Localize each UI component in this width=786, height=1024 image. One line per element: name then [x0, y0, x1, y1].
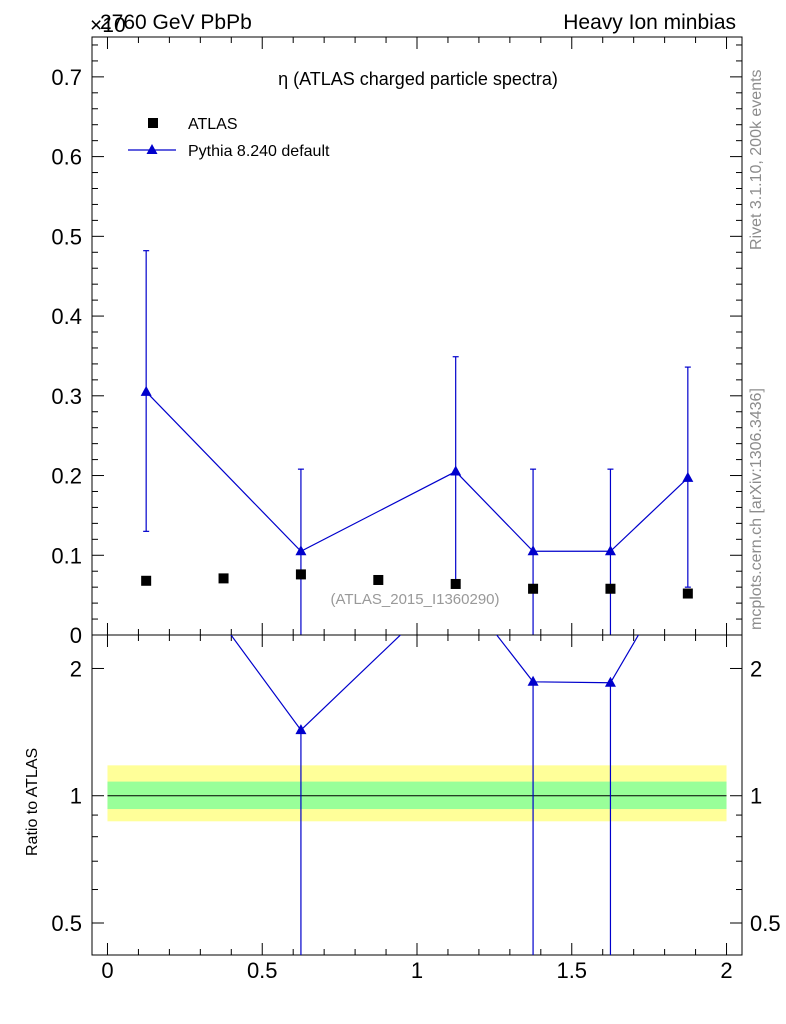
atlas-point	[528, 583, 539, 594]
ratio-y-axis-label: Ratio to ATLAS	[24, 748, 41, 856]
legend-atlas-marker	[148, 118, 158, 128]
pythia-point	[295, 545, 307, 556]
ratio-uncertainty-band	[107, 765, 727, 822]
atlas-point	[141, 575, 152, 586]
main-y-ticks: 0 0.1 0.2 0.3 0.4 0.5 0.6 0.7	[51, 44, 742, 648]
ratio-y-tick-label: 1	[70, 784, 82, 809]
y-tick-label: 0.5	[51, 224, 82, 249]
pythia-point	[450, 465, 462, 476]
ratio-y-tick-label: 2	[70, 656, 82, 681]
analysis-label: (ATLAS_2015_I1360290)	[330, 591, 499, 608]
main-data-layer	[140, 250, 694, 635]
ratio-line	[230, 635, 640, 731]
ratio-y-tick-label-right: 2	[750, 656, 762, 681]
pythia-point	[527, 545, 539, 556]
x-tick-label: 1.5	[556, 958, 587, 983]
ratio-y-tick-label-right: 1	[750, 784, 762, 809]
ratio-x-ticks: 0 0.5 1 1.5 2	[101, 635, 733, 983]
atlas-point	[373, 574, 384, 585]
ratio-point	[604, 676, 616, 687]
pythia-line	[145, 391, 689, 553]
main-x-ticks	[106, 37, 728, 635]
ratio-data-layer	[230, 635, 640, 955]
y-tick-label: 0.4	[51, 304, 82, 329]
rivet-label: Rivet 3.1.10, 200k events	[748, 69, 765, 250]
ratio-point	[527, 675, 539, 686]
y-tick-label: 0.3	[51, 384, 82, 409]
pythia-point	[140, 385, 152, 396]
plot-title: η (ATLAS charged particle spectra)	[278, 69, 558, 89]
y-tick-label: 0	[70, 623, 82, 648]
legend-pythia-label: Pythia 8.240 default	[188, 143, 330, 160]
ratio-series	[230, 635, 640, 955]
atlas-point	[450, 578, 461, 589]
y-tick-label: 0.1	[51, 543, 82, 568]
y-tick-label: 0.2	[51, 464, 82, 489]
atlas-point	[218, 573, 229, 584]
main-panel: 0 0.1 0.2 0.3 0.4 0.5 0.6 0.7 η (ATLAS charged …	[51, 36, 743, 648]
mcplots-label: mcplots.cern.ch [arXiv:1306.3436]	[748, 388, 765, 630]
ratio-y-tick-label-right: 0.5	[750, 911, 781, 936]
ratio-panel: 0.5 0.5 1 1 2 2 0 0.5 1 1.5 2 Ratio to ATLAS	[24, 634, 781, 983]
y-tick-label: 0.7	[51, 65, 82, 90]
ratio-point	[295, 724, 307, 735]
legend-pythia-marker	[146, 144, 158, 154]
x-tick-label: 0.5	[247, 958, 278, 983]
x-tick-label: 0	[101, 958, 113, 983]
ratio-y-ticks: 0.5 0.5 1 1 2 2	[51, 656, 780, 936]
axis-exponent: ×10	[90, 14, 126, 37]
y-tick-label: 0.6	[51, 145, 82, 170]
legend-atlas-label: ATLAS	[188, 116, 238, 133]
atlas-point	[605, 583, 616, 594]
legend: ATLAS Pythia 8.240 default	[128, 116, 330, 160]
pythia-point	[604, 545, 616, 556]
atlas-point	[682, 588, 693, 599]
x-tick-label: 2	[720, 958, 732, 983]
header-right: Heavy Ion minbias	[563, 11, 736, 34]
x-tick-label: 1	[411, 958, 423, 983]
ratio-y-tick-label: 0.5	[51, 911, 82, 936]
atlas-point	[295, 569, 306, 580]
header-left: 2760 GeV PbPb	[100, 11, 252, 34]
pythia-point	[682, 471, 694, 482]
